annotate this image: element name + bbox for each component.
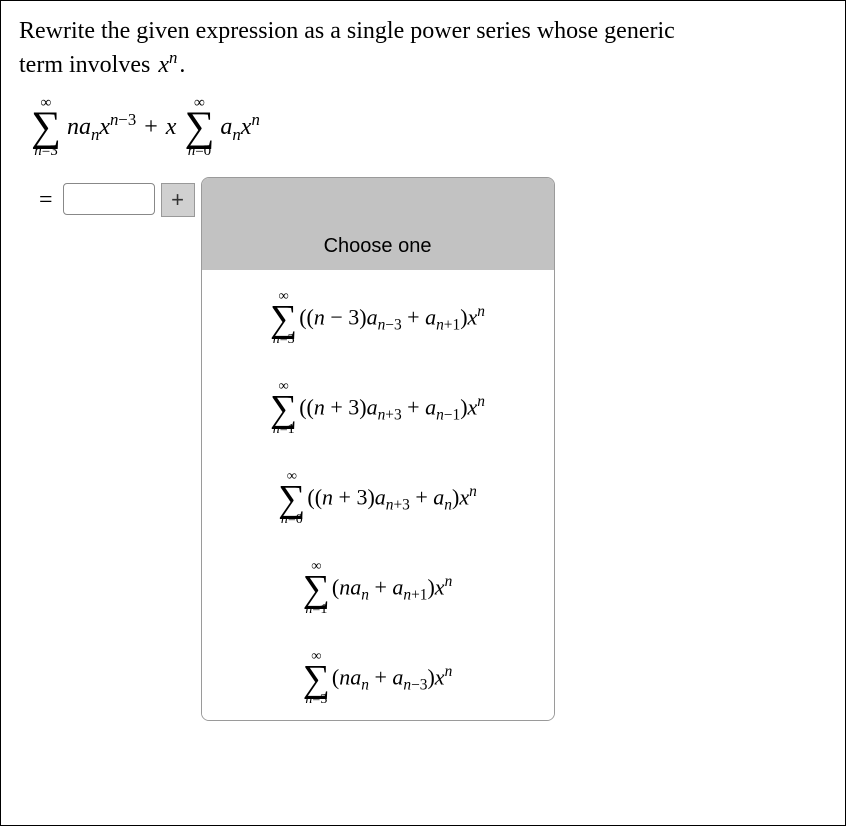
- sigma-icon: ∑: [303, 662, 330, 696]
- dropdown-option-4[interactable]: ∞∑n=3(nan + an−3)xn: [202, 630, 554, 720]
- dropdown-option-1[interactable]: ∞∑n=1((n + 3)an+3 + an−1)xn: [202, 360, 554, 450]
- option-body: (nan + an+1)xn: [330, 573, 452, 605]
- sum-1-lower: n=3: [34, 144, 57, 159]
- option-body: ((n + 3)an+3 + an)xn: [305, 483, 476, 515]
- x-multiplier: x: [164, 114, 181, 141]
- option-sigma: ∞∑n=1: [270, 380, 297, 437]
- sum-2-lower: n=0: [188, 144, 211, 159]
- prompt-line2-post: .: [179, 52, 185, 78]
- dropdown-options: ∞∑n=3((n − 3)an−3 + an+1)xn∞∑n=1((n + 3)…: [202, 270, 554, 720]
- prompt-line2-math: xn: [156, 52, 179, 78]
- equals-sign: =: [39, 177, 63, 214]
- option-body: ((n − 3)an−3 + an+1)xn: [297, 303, 485, 335]
- problem-container: Rewrite the given expression as a single…: [0, 0, 846, 826]
- prompt-line2-pre: term involves: [19, 52, 156, 78]
- dropdown-option-2[interactable]: ∞∑n=0((n + 3)an+3 + an)xn: [202, 450, 554, 540]
- sigma-icon: ∑: [278, 482, 305, 516]
- sigma-icon: ∑: [303, 572, 330, 606]
- expression-row: ∞ ∑ n=3 nanxn−3 + x ∞ ∑ n=0 anxn: [27, 96, 827, 159]
- sum-1: ∞ ∑ n=3: [31, 96, 61, 159]
- answer-input[interactable]: [63, 183, 155, 215]
- prompt-text: Rewrite the given expression as a single…: [19, 15, 827, 82]
- prompt-line1: Rewrite the given expression as a single…: [19, 18, 675, 44]
- option-body: ((n + 3)an+3 + an−1)xn: [297, 393, 485, 425]
- plus-button[interactable]: +: [161, 183, 195, 217]
- sigma-icon: ∑: [270, 302, 297, 336]
- sigma-icon: ∑: [270, 392, 297, 426]
- term-1: nanxn−3: [65, 110, 138, 145]
- dropdown[interactable]: Choose one ∞∑n=3((n − 3)an−3 + an+1)xn∞∑…: [201, 177, 555, 721]
- option-sigma: ∞∑n=3: [270, 290, 297, 347]
- sum-2: ∞ ∑ n=0: [184, 96, 214, 159]
- option-sigma: ∞∑n=3: [303, 650, 330, 707]
- term-2: anxn: [218, 110, 261, 145]
- dropdown-option-0[interactable]: ∞∑n=3((n − 3)an−3 + an+1)xn: [202, 270, 554, 360]
- plus-operator: +: [138, 114, 164, 141]
- dropdown-header[interactable]: Choose one: [202, 178, 554, 270]
- sigma-icon: ∑: [184, 109, 214, 147]
- option-body: (nan + an−3)xn: [330, 663, 452, 695]
- dropdown-option-3[interactable]: ∞∑n=1(nan + an+1)xn: [202, 540, 554, 630]
- option-sigma: ∞∑n=0: [278, 470, 305, 527]
- option-sigma: ∞∑n=1: [303, 560, 330, 617]
- sigma-icon: ∑: [31, 109, 61, 147]
- answer-row: = + Choose one ∞∑n=3((n − 3)an−3 + an+1)…: [39, 177, 827, 721]
